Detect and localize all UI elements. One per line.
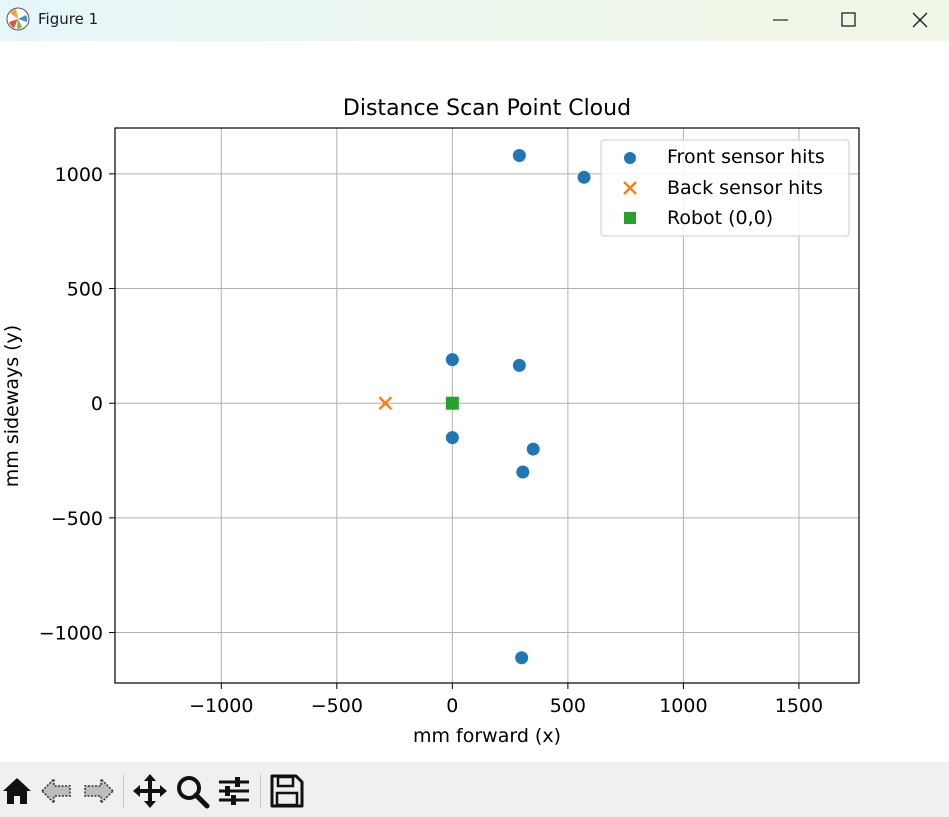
save-icon (270, 774, 304, 808)
chart-title: Distance Scan Point Cloud (343, 96, 631, 121)
minimize-icon (773, 19, 788, 21)
legend-label-back: Back sensor hits (667, 177, 823, 199)
zoom-button[interactable] (174, 773, 210, 809)
y-tick-label: −1000 (39, 623, 103, 645)
y-tick-label: −500 (51, 508, 103, 530)
front-sensor-point (445, 353, 459, 367)
maximize-button[interactable] (826, 0, 872, 41)
axes-frame (114, 127, 860, 684)
figure-canvas[interactable]: Distance Scan Point Cloud −1000 −500 0 500 1… (0, 41, 949, 762)
window-title: Figure 1 (38, 10, 99, 28)
window-titlebar: Figure 1 (0, 0, 949, 41)
y-tick-label: 500 (67, 279, 103, 301)
y-tick-label: 0 (91, 393, 103, 415)
scatter-plot: Distance Scan Point Cloud −1000 −500 0 500 1… (1, 96, 860, 747)
legend: Front sensor hits Back sensor hits Robot… (600, 139, 850, 237)
configure-subplots-icon (219, 777, 249, 805)
configure-subplots-button[interactable] (216, 773, 252, 809)
x-axis-label: mm forward (x) (413, 725, 561, 747)
save-button[interactable] (269, 773, 305, 809)
maximize-icon (841, 12, 856, 27)
toolbar-separator (260, 774, 261, 808)
close-icon (912, 12, 928, 28)
y-tick-label: 1000 (55, 164, 103, 186)
legend-box (600, 139, 850, 237)
home-button[interactable] (0, 773, 36, 809)
matplotlib-logo-icon (6, 7, 30, 31)
back-button[interactable] (40, 773, 76, 809)
x-tick-label: −500 (311, 695, 363, 717)
front-sensor-point (445, 431, 459, 445)
front-sensor-point (516, 465, 530, 479)
home-icon (3, 778, 31, 804)
front-sensor-point (515, 651, 529, 665)
minimize-button[interactable] (758, 0, 804, 41)
toolbar-separator (123, 774, 124, 808)
pan-icon (133, 774, 167, 808)
forward-button[interactable] (79, 773, 115, 809)
x-tick-label: 0 (446, 695, 458, 717)
legend-marker-back (623, 181, 637, 195)
robot-origin-point (445, 396, 459, 410)
legend-label-front: Front sensor hits (667, 146, 825, 168)
x-tick-label: 500 (550, 695, 586, 717)
pan-button[interactable] (132, 773, 168, 809)
back-arrow-icon (40, 777, 71, 805)
back-sensor-point (378, 396, 393, 411)
close-button[interactable] (897, 0, 943, 41)
forward-arrow-icon (84, 777, 115, 805)
x-tick-label: −1000 (189, 695, 253, 717)
x-tick-label: 1500 (775, 695, 823, 717)
y-axis-label: mm sideways (y) (1, 325, 23, 487)
front-sensor-point (526, 442, 540, 456)
front-sensor-point (512, 358, 526, 372)
data-points (378, 149, 591, 665)
legend-marker-front (624, 152, 636, 164)
navigation-toolbar (0, 762, 949, 817)
front-sensor-point (512, 149, 526, 163)
zoom-icon (177, 776, 210, 809)
legend-marker-robot (624, 212, 636, 224)
legend-label-robot: Robot (0,0) (667, 207, 773, 229)
x-tick-label: 1000 (659, 695, 707, 717)
tick-layer: −1000 −500 0 500 1000 1500 −1000 −500 0 500 1000 (39, 164, 823, 717)
front-sensor-point (577, 170, 591, 184)
